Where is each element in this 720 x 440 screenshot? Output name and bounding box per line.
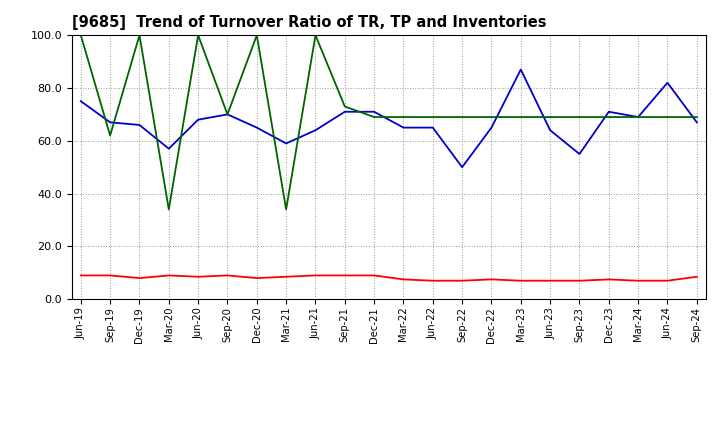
Inventories	[605, 114, 613, 120]
Trade Payables	[399, 125, 408, 130]
Trade Receivables	[516, 278, 525, 283]
Trade Receivables	[164, 273, 173, 278]
Trade Payables	[164, 146, 173, 151]
Inventories	[223, 112, 232, 117]
Inventories	[253, 33, 261, 38]
Inventories	[341, 104, 349, 109]
Inventories	[634, 114, 642, 120]
Inventories	[399, 114, 408, 120]
Trade Receivables	[428, 278, 437, 283]
Trade Receivables	[341, 273, 349, 278]
Trade Receivables	[634, 278, 642, 283]
Inventories	[428, 114, 437, 120]
Inventories	[663, 114, 672, 120]
Trade Payables	[282, 141, 290, 146]
Trade Receivables	[487, 277, 496, 282]
Line: Trade Payables: Trade Payables	[81, 70, 697, 167]
Inventories	[487, 114, 496, 120]
Line: Trade Receivables: Trade Receivables	[81, 275, 697, 281]
Trade Payables	[516, 67, 525, 72]
Trade Receivables	[458, 278, 467, 283]
Trade Receivables	[370, 273, 379, 278]
Trade Payables	[76, 99, 85, 104]
Trade Payables	[311, 128, 320, 133]
Trade Payables	[253, 125, 261, 130]
Trade Payables	[106, 120, 114, 125]
Trade Receivables	[106, 273, 114, 278]
Trade Receivables	[663, 278, 672, 283]
Trade Payables	[370, 109, 379, 114]
Text: [9685]  Trend of Turnover Ratio of TR, TP and Inventories: [9685] Trend of Turnover Ratio of TR, TP…	[72, 15, 546, 30]
Trade Payables	[663, 80, 672, 85]
Line: Inventories: Inventories	[81, 35, 697, 209]
Inventories	[194, 33, 202, 38]
Trade Receivables	[135, 275, 144, 281]
Trade Receivables	[399, 277, 408, 282]
Trade Payables	[575, 151, 584, 157]
Inventories	[693, 114, 701, 120]
Trade Payables	[546, 128, 554, 133]
Trade Payables	[341, 109, 349, 114]
Trade Receivables	[311, 273, 320, 278]
Trade Receivables	[605, 277, 613, 282]
Inventories	[546, 114, 554, 120]
Inventories	[575, 114, 584, 120]
Trade Payables	[693, 120, 701, 125]
Inventories	[106, 133, 114, 138]
Trade Payables	[223, 112, 232, 117]
Trade Payables	[194, 117, 202, 122]
Trade Receivables	[223, 273, 232, 278]
Trade Receivables	[282, 274, 290, 279]
Trade Receivables	[194, 274, 202, 279]
Trade Payables	[458, 165, 467, 170]
Trade Receivables	[76, 273, 85, 278]
Inventories	[135, 33, 144, 38]
Inventories	[76, 33, 85, 38]
Trade Payables	[605, 109, 613, 114]
Trade Receivables	[575, 278, 584, 283]
Inventories	[370, 114, 379, 120]
Trade Receivables	[253, 275, 261, 281]
Inventories	[311, 33, 320, 38]
Trade Receivables	[693, 274, 701, 279]
Trade Payables	[428, 125, 437, 130]
Trade Payables	[135, 122, 144, 128]
Inventories	[516, 114, 525, 120]
Trade Receivables	[546, 278, 554, 283]
Inventories	[164, 207, 173, 212]
Trade Payables	[487, 125, 496, 130]
Trade Payables	[634, 114, 642, 120]
Inventories	[458, 114, 467, 120]
Inventories	[282, 207, 290, 212]
